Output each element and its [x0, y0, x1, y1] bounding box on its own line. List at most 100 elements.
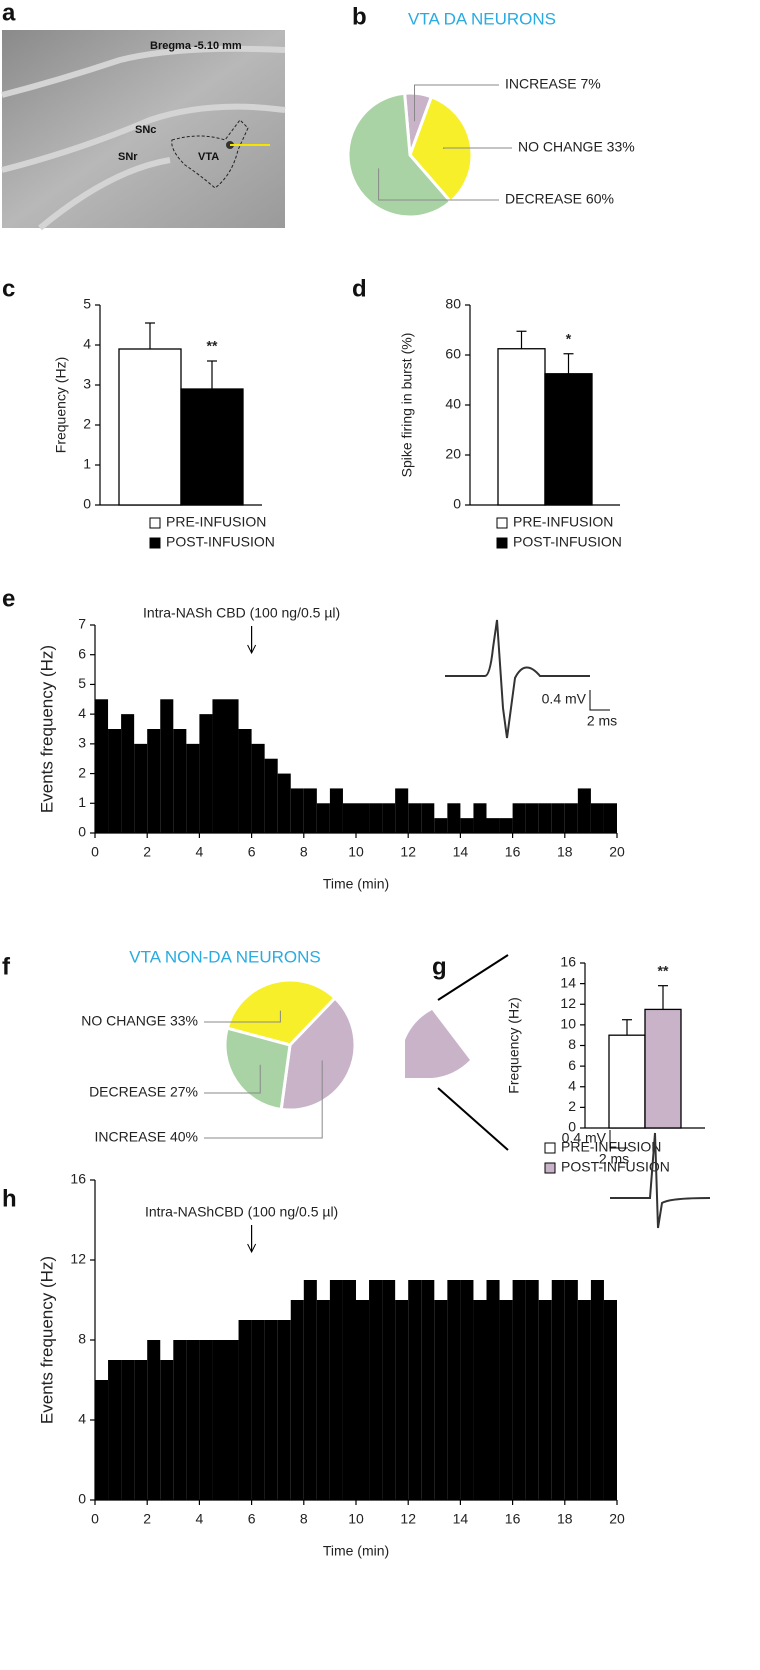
slice-label: NO CHANGE 33% — [81, 1013, 198, 1029]
y-tick-label: 40 — [445, 396, 461, 412]
y-tick-label: 2 — [78, 764, 86, 780]
bar — [118, 348, 182, 506]
histogram-bar — [525, 1280, 539, 1500]
histogram-bar — [186, 743, 200, 833]
scale-bar — [609, 1130, 628, 1149]
x-axis-label: Time (min) — [323, 876, 389, 892]
histogram-bar — [108, 1360, 122, 1500]
x-tick-label: 10 — [348, 844, 364, 860]
arrow-head — [247, 644, 257, 655]
y-tick-label: 14 — [560, 974, 576, 990]
legend-label: PRE-INFUSION — [513, 514, 613, 530]
y-tick-label: 1 — [78, 794, 86, 810]
annotation: Intra-NASh CBD (100 ng/0.5 µl) — [143, 605, 340, 621]
legend-swatch — [544, 1142, 556, 1154]
histogram-bar — [238, 1320, 252, 1500]
bar — [497, 348, 546, 506]
histogram-bar — [303, 1280, 317, 1500]
histogram-bar — [603, 803, 617, 833]
histogram-bar — [577, 788, 591, 833]
y-axis-label: Spike firing in burst (%) — [399, 333, 415, 478]
histogram-bar — [564, 1280, 578, 1500]
histology-image — [2, 30, 285, 228]
legend-label: POST-INFUSION — [561, 1159, 670, 1175]
y-tick-label: 1 — [83, 456, 91, 472]
histogram-bar — [316, 803, 330, 833]
legend-label: PRE-INFUSION — [561, 1139, 661, 1155]
scale-time: 2 ms — [587, 713, 617, 729]
x-tick-label: 4 — [196, 844, 204, 860]
y-tick-label: 8 — [568, 1036, 576, 1052]
histogram-bar — [147, 1340, 161, 1500]
leader-line — [414, 84, 499, 122]
bar — [180, 388, 244, 506]
pie-slice — [346, 91, 453, 219]
panel-label: c — [2, 275, 15, 302]
histogram-bar — [329, 788, 343, 833]
histogram-bar — [551, 803, 565, 833]
x-tick-label: 20 — [609, 844, 625, 860]
tissue-texture — [1, 45, 286, 231]
x-tick-label: 6 — [248, 844, 256, 860]
histogram-bar — [408, 1280, 422, 1500]
histogram-bar — [277, 773, 291, 833]
histogram-bar — [173, 729, 187, 833]
histogram-bar — [382, 1280, 396, 1500]
scale-voltage: 0.4 mV — [562, 1130, 607, 1146]
y-axis-label: Events frequency (Hz) — [37, 645, 56, 813]
panel-label: a — [2, 0, 16, 26]
zoom-line — [437, 954, 509, 1001]
y-tick-label: 10 — [560, 1016, 576, 1032]
histogram-bar — [290, 788, 304, 833]
x-tick-label: 14 — [453, 1511, 469, 1527]
y-tick-label: 16 — [560, 954, 576, 970]
x-tick-label: 6 — [248, 1511, 256, 1527]
zoom-line — [437, 1087, 509, 1151]
y-axis-label: Frequency (Hz) — [506, 997, 522, 1093]
y-tick-label: 3 — [78, 735, 86, 751]
pie-slice — [408, 94, 474, 204]
legend-label: PRE-INFUSION — [166, 514, 266, 530]
histogram-bar — [460, 818, 474, 833]
y-tick-label: 2 — [568, 1098, 576, 1114]
y-tick-label: 3 — [83, 376, 91, 392]
x-tick-label: 12 — [400, 844, 416, 860]
significance: * — [566, 330, 572, 346]
histogram-bar — [499, 1300, 513, 1500]
slice-label: DECREASE 27% — [89, 1084, 198, 1100]
histology-label: Bregma -5.10 mm — [150, 40, 242, 52]
pie-wedge-zoom — [405, 1010, 470, 1078]
histogram-bar — [264, 1320, 278, 1500]
histogram-bar — [525, 803, 539, 833]
slice-label: INCREASE 7% — [505, 76, 601, 92]
legend-label: POST-INFUSION — [166, 534, 275, 550]
histogram-bar — [186, 1340, 200, 1500]
histogram-bar — [95, 1380, 109, 1500]
error-bar — [145, 322, 155, 349]
histogram-bar — [460, 1280, 474, 1500]
legend-swatch — [149, 537, 161, 549]
histogram-bar — [369, 1280, 383, 1500]
histogram-bar — [225, 699, 239, 833]
histogram-bar — [395, 1300, 409, 1500]
x-axis-label: Time (min) — [323, 1543, 389, 1559]
x-tick-label: 16 — [505, 844, 521, 860]
histogram-bar — [108, 729, 122, 833]
histogram-bar — [512, 803, 526, 833]
waveform — [610, 1132, 711, 1229]
histogram-bar — [421, 803, 435, 833]
histogram-bar — [329, 1280, 343, 1500]
histogram-bar — [473, 803, 487, 833]
x-tick-label: 16 — [505, 1511, 521, 1527]
panel-label: d — [352, 275, 367, 302]
bar — [644, 1008, 682, 1129]
x-tick-label: 2 — [143, 844, 151, 860]
histogram-bar — [447, 803, 461, 833]
histogram-bar — [538, 803, 552, 833]
y-tick-label: 7 — [78, 616, 86, 632]
histology-label: SNr — [118, 151, 138, 163]
histogram-bar — [160, 1360, 174, 1500]
histogram-bar — [212, 1340, 226, 1500]
y-axis-label: Frequency (Hz) — [53, 357, 69, 453]
